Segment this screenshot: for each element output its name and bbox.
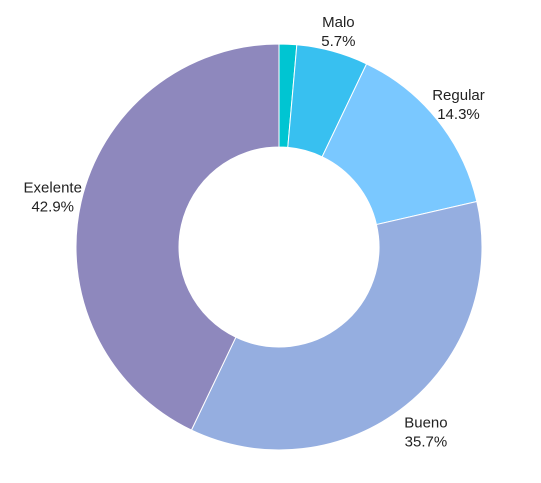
donut-slice-3 xyxy=(321,63,478,226)
slices-group xyxy=(75,43,483,451)
slice-label-pct-5: 42.9% xyxy=(31,199,74,216)
slice-label-name-2: Malo xyxy=(322,14,355,31)
donut-slice-5 xyxy=(75,43,280,431)
labels-group: Malo 5.7% Regular 14.3% Bueno 35.7% Exelente 42… xyxy=(24,14,485,450)
slice-label-pct-4: 35.7% xyxy=(405,433,448,450)
slice-label-pct-3: 14.3% xyxy=(437,106,480,123)
slice-label-pct-2: 5.7% xyxy=(321,33,355,50)
donut-slice-4 xyxy=(190,200,483,451)
slice-label-name-3: Regular xyxy=(432,87,485,104)
slice-label-name-4: Bueno xyxy=(404,414,447,431)
slice-label-name-5: Exelente xyxy=(24,180,82,197)
